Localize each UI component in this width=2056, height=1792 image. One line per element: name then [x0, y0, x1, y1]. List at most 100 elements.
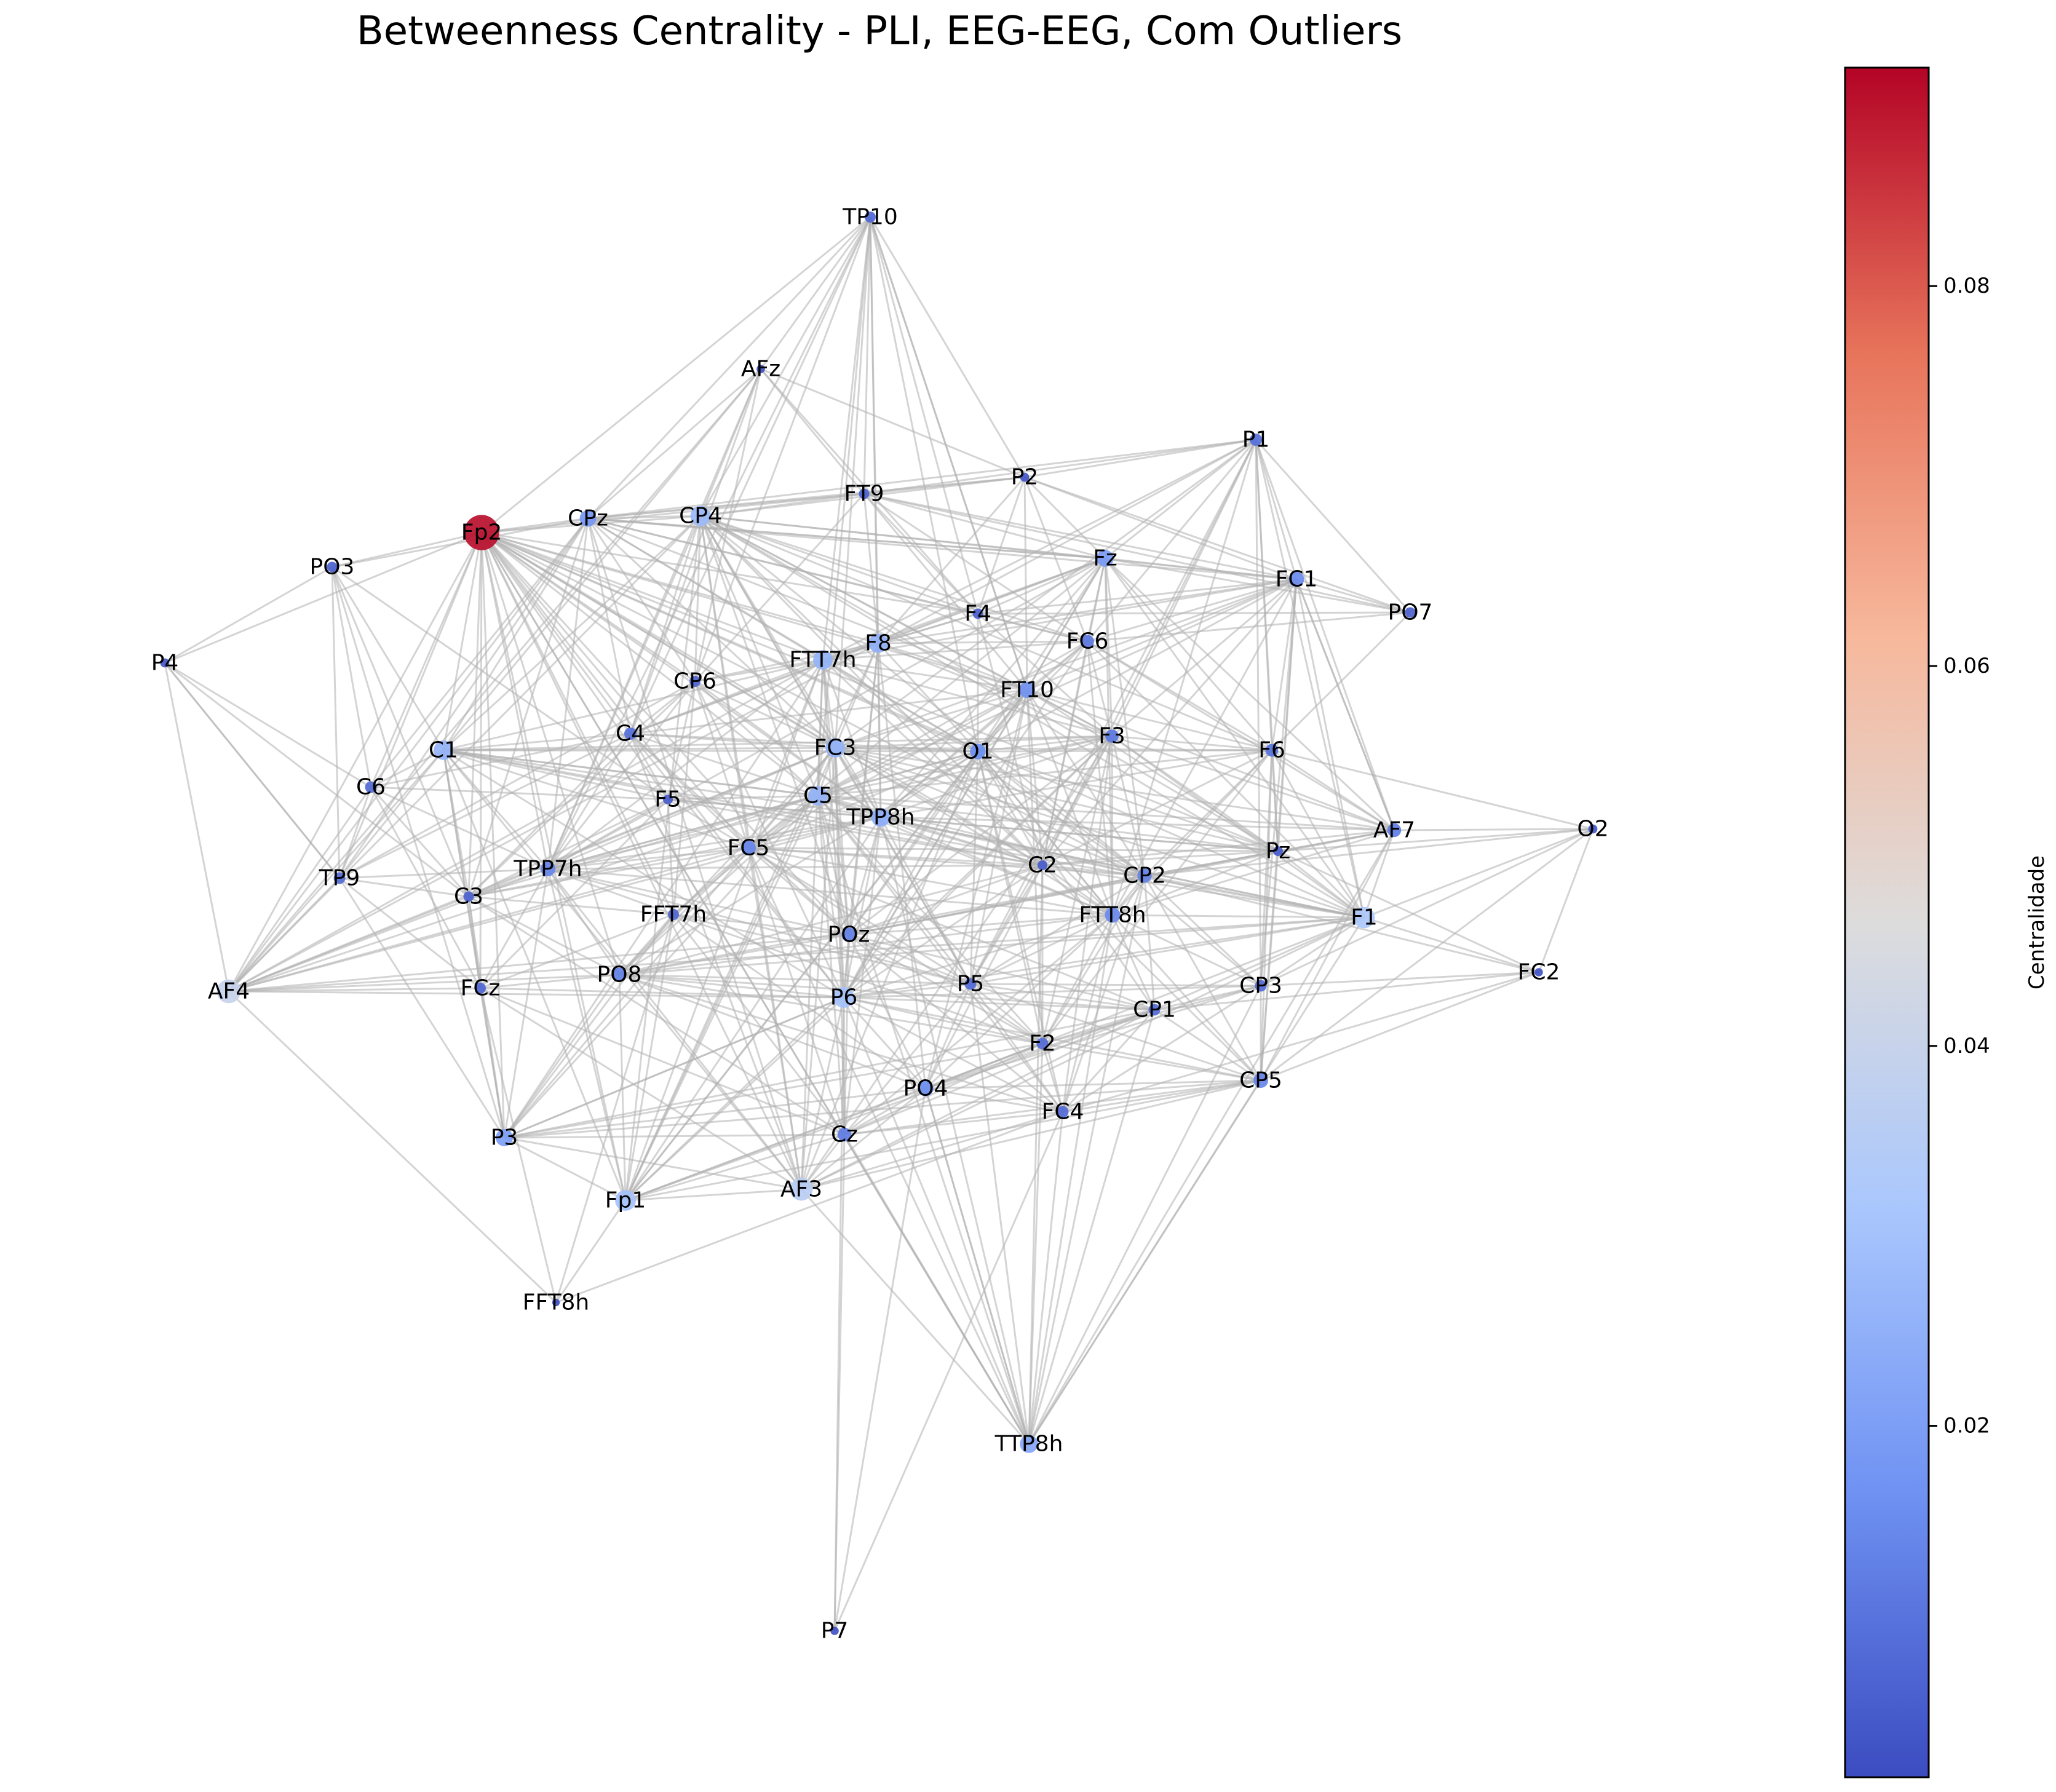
edge — [468, 895, 620, 976]
edge — [1028, 985, 1262, 1445]
edge — [694, 642, 879, 683]
node-c2 — [1038, 860, 1047, 870]
node-label-cp5: CP5 — [1239, 1068, 1282, 1093]
edge — [587, 517, 978, 753]
edge — [1062, 914, 1114, 1112]
edge — [863, 216, 871, 494]
edge — [619, 973, 926, 1090]
edge — [673, 913, 849, 936]
node-ft9 — [859, 488, 870, 499]
edge — [624, 515, 702, 1201]
node-tpp8h — [871, 807, 891, 827]
edge — [844, 914, 1113, 1136]
node-layer — [160, 212, 1598, 1635]
edge — [618, 913, 675, 976]
node-cp3 — [1255, 980, 1267, 992]
node-c5 — [808, 786, 828, 806]
edge — [760, 368, 979, 614]
edge — [630, 732, 978, 753]
edge — [443, 749, 978, 753]
edge — [844, 1079, 1261, 1136]
edge — [1028, 1111, 1064, 1445]
edge — [1277, 828, 1594, 852]
node-label-fp2: Fp2 — [461, 520, 502, 545]
edge — [555, 1111, 1063, 1304]
node-label-c2: C2 — [1028, 853, 1057, 878]
edge — [1271, 749, 1594, 830]
figure-title: Betweenness Centrality - PLI, EEG-EEG, C… — [356, 9, 1403, 54]
node-fc5 — [741, 841, 756, 855]
edge — [480, 532, 1030, 1445]
edge — [880, 816, 1365, 919]
node-label-po7: PO7 — [1388, 600, 1433, 625]
edge — [969, 983, 1064, 1112]
node-af7 — [1387, 823, 1402, 838]
node-label-cp3: CP3 — [1239, 973, 1282, 999]
edge — [848, 864, 1043, 936]
edge — [694, 493, 865, 683]
edge — [481, 531, 696, 683]
edge — [925, 1009, 1155, 1090]
edge — [699, 515, 1044, 866]
edge — [370, 787, 470, 897]
edge — [970, 983, 1261, 987]
edge — [748, 847, 971, 985]
edge — [969, 439, 1257, 985]
edge — [1277, 829, 1395, 852]
node-label-ft10: FT10 — [1000, 678, 1054, 703]
edge — [228, 787, 372, 992]
edge — [878, 642, 1028, 691]
edge — [504, 1136, 802, 1191]
edge — [1154, 1009, 1261, 1082]
node-label-ft9: FT9 — [844, 482, 884, 507]
edge — [1026, 689, 1272, 751]
edge — [1104, 558, 1273, 751]
edge — [863, 493, 1088, 643]
edge — [1086, 641, 1114, 916]
edge — [699, 515, 750, 849]
colorbar-label: Centralidade — [2025, 855, 2049, 989]
node-label-c4: C4 — [616, 721, 645, 747]
node-label-ftt7h: FTT7h — [789, 648, 856, 673]
edge — [747, 847, 846, 1135]
edge — [694, 680, 819, 797]
edge — [587, 518, 632, 734]
edge — [480, 987, 845, 1136]
node-label-f6: F6 — [1258, 738, 1285, 763]
edge — [480, 532, 675, 915]
edge — [863, 438, 1256, 495]
edge — [844, 1009, 1155, 1136]
network-graph: Fp2 AF4 AF3 F1 Fp1 P6 CP4 FTT7h C1 FC3 C5 F8 TPP8h TT… — [151, 205, 1609, 1644]
edge — [863, 493, 1106, 560]
node-label-af4: AF4 — [208, 979, 250, 1004]
edge — [468, 895, 674, 916]
edge — [443, 659, 824, 751]
edge — [977, 477, 1026, 614]
edge — [629, 515, 702, 734]
node-label-af3: AF3 — [780, 1177, 822, 1202]
edge — [1026, 689, 1279, 852]
edge — [587, 368, 761, 520]
node-label-tpp8h: TPP8h — [846, 805, 915, 830]
node-label-cp6: CP6 — [673, 669, 716, 694]
edge — [1062, 971, 1539, 1113]
edge — [339, 877, 481, 989]
edge — [467, 896, 482, 989]
edge — [547, 816, 881, 870]
edge — [370, 786, 549, 870]
edge — [370, 518, 589, 788]
node-f2 — [1036, 1037, 1049, 1050]
edge — [748, 847, 1155, 1011]
edge — [843, 996, 1261, 1082]
edge — [924, 1088, 1030, 1445]
edge — [468, 868, 549, 898]
edge — [1086, 640, 1365, 919]
node-af4 — [216, 979, 241, 1004]
node-label-c1: C1 — [429, 738, 458, 763]
edge — [667, 681, 696, 800]
edge — [672, 914, 846, 1135]
edge — [822, 640, 1088, 661]
colorbar-tick-label: 0.06 — [1943, 654, 1990, 678]
node-ft10 — [1018, 681, 1036, 699]
edge — [1271, 611, 1411, 751]
